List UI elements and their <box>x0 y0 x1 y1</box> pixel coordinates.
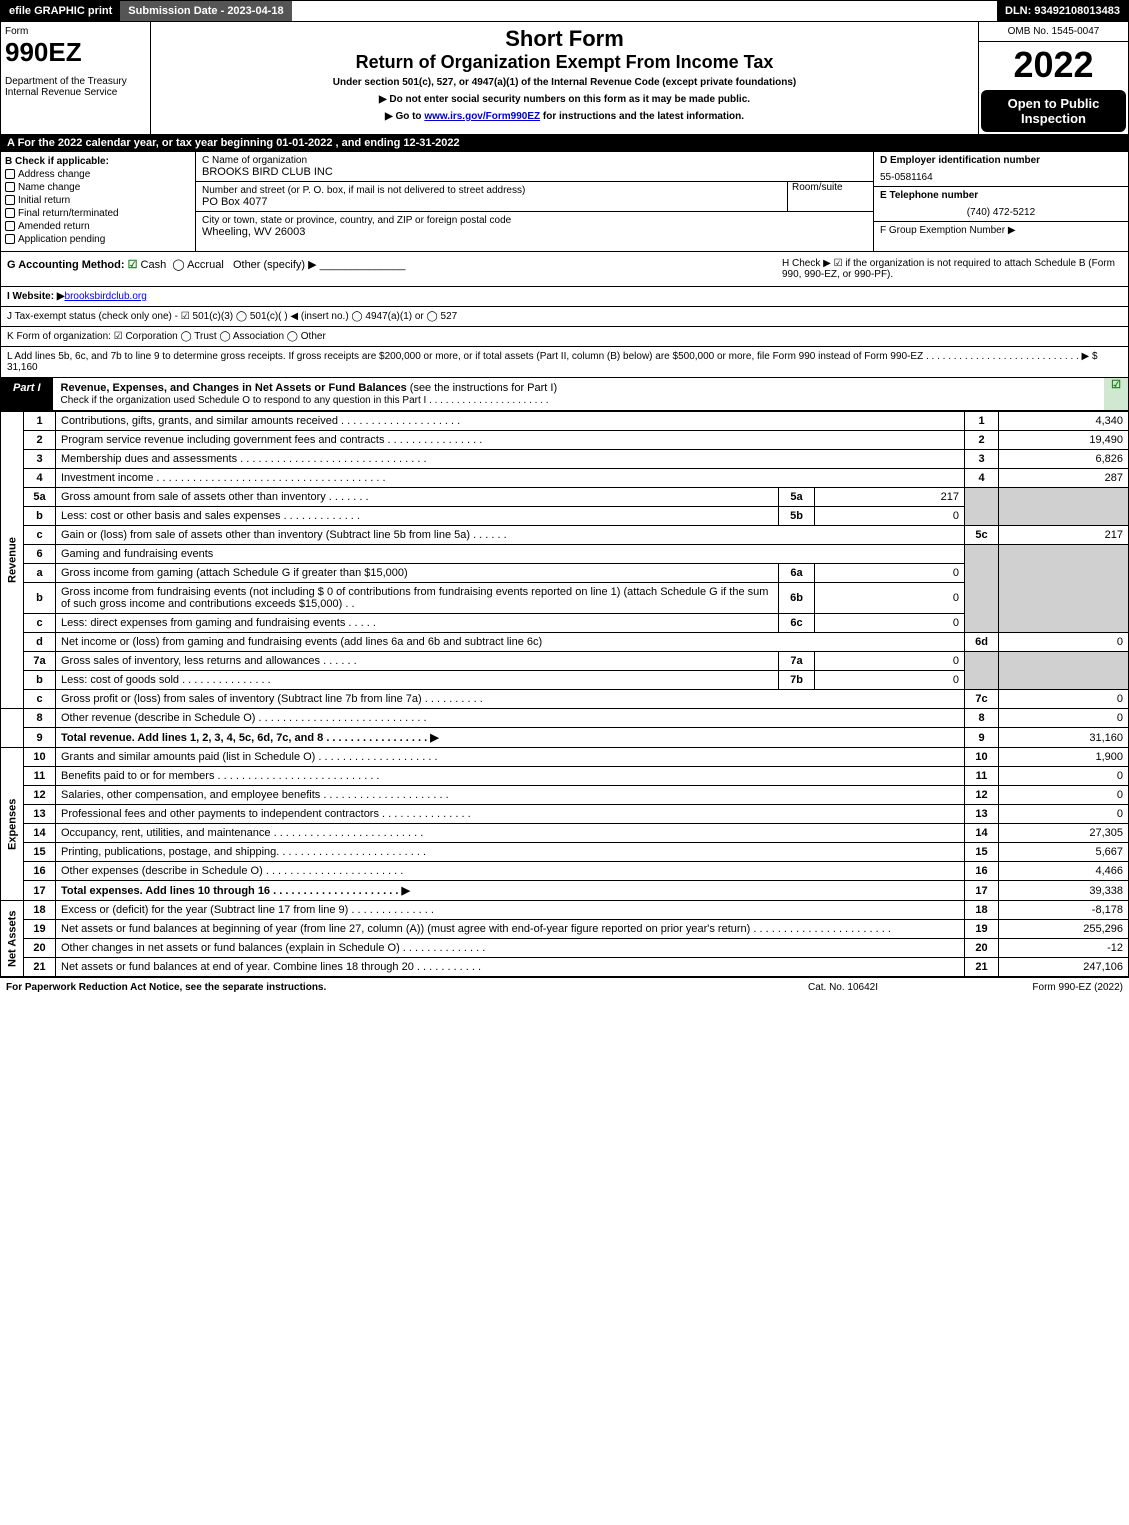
line-19-value: 255,296 <box>999 920 1129 939</box>
line-3-value: 6,826 <box>999 450 1129 469</box>
chk-application-pending[interactable]: Application pending <box>5 234 191 245</box>
cell-city: City or town, state or province, country… <box>196 212 873 241</box>
top-bar: efile GRAPHIC print Submission Date - 20… <box>0 0 1129 22</box>
department-label: Department of the Treasury Internal Reve… <box>5 76 146 98</box>
line-17-value: 39,338 <box>999 881 1129 901</box>
page-footer: For Paperwork Reduction Act Notice, see … <box>0 977 1129 997</box>
check-icon: ☑ <box>128 259 138 271</box>
header-right: OMB No. 1545-0047 2022 Open to Public In… <box>978 22 1128 134</box>
irs-link[interactable]: www.irs.gov/Form990EZ <box>424 111 540 122</box>
website-link[interactable]: brooksbirdclub.org <box>65 291 147 302</box>
column-c-org-info: C Name of organization BROOKS BIRD CLUB … <box>196 152 873 251</box>
city-label: City or town, state or province, country… <box>202 215 867 226</box>
phone-value: (740) 472-5212 <box>874 204 1128 222</box>
chk-name-change[interactable]: Name change <box>5 182 191 193</box>
row-k-org-form: K Form of organization: ☑ Corporation ◯ … <box>0 327 1129 347</box>
line-10-value: 1,900 <box>999 748 1129 767</box>
line-5a-value: 217 <box>815 488 965 507</box>
cell-org-name: C Name of organization BROOKS BIRD CLUB … <box>196 152 873 182</box>
inst-post: for instructions and the latest informat… <box>540 111 744 122</box>
city-value: Wheeling, WV 26003 <box>202 226 867 238</box>
part-1-schedule-o-check[interactable]: ☑ <box>1104 378 1128 410</box>
category-revenue: Revenue <box>1 412 24 709</box>
part-1-header: Part I Revenue, Expenses, and Changes in… <box>0 378 1129 411</box>
part-1-tag: Part I <box>1 378 53 410</box>
line-7b-value: 0 <box>815 671 965 690</box>
line-14-value: 27,305 <box>999 824 1129 843</box>
instruction-link: ▶ Go to www.irs.gov/Form990EZ for instru… <box>155 111 974 122</box>
line-6b-value: 0 <box>815 583 965 614</box>
line-16-value: 4,466 <box>999 862 1129 881</box>
line-4-value: 287 <box>999 469 1129 488</box>
line-1-value: 4,340 <box>999 412 1129 431</box>
gross-receipts-amount: 31,160 <box>7 362 38 373</box>
header-left: Form 990EZ Department of the Treasury In… <box>1 22 151 134</box>
title-return: Return of Organization Exempt From Incom… <box>155 52 974 73</box>
street-label: Number and street (or P. O. box, if mail… <box>202 185 787 196</box>
subtitle: Under section 501(c), 527, or 4947(a)(1)… <box>155 77 974 88</box>
line-5b-value: 0 <box>815 507 965 526</box>
line-5c-value: 217 <box>999 526 1129 545</box>
footer-left: For Paperwork Reduction Act Notice, see … <box>6 982 743 993</box>
org-name-label: C Name of organization <box>202 155 867 166</box>
section-b-through-f: B Check if applicable: Address change Na… <box>0 152 1129 252</box>
footer-cat-no: Cat. No. 10642I <box>743 982 943 993</box>
line-2-value: 19,490 <box>999 431 1129 450</box>
part-1-table: Revenue 1 Contributions, gifts, grants, … <box>0 411 1129 977</box>
chk-final-return[interactable]: Final return/terminated <box>5 208 191 219</box>
org-name-value: BROOKS BIRD CLUB INC <box>202 166 867 178</box>
form-number: 990EZ <box>5 37 146 68</box>
group-exemption-label: F Group Exemption Number ▶ <box>874 222 1128 239</box>
dln-label: DLN: 93492108013483 <box>997 1 1128 21</box>
chk-amended-return[interactable]: Amended return <box>5 221 191 232</box>
line-7c-value: 0 <box>999 690 1129 709</box>
footer-form-ref: Form 990-EZ (2022) <box>943 982 1123 993</box>
chk-address-change[interactable]: Address change <box>5 169 191 180</box>
ein-value: 55-0581164 <box>874 169 1128 187</box>
row-i-website: I Website: ▶brooksbirdclub.org <box>0 287 1129 307</box>
row-l-gross-receipts: L Add lines 5b, 6c, and 7b to line 9 to … <box>0 347 1129 378</box>
row-a-tax-year: A For the 2022 calendar year, or tax yea… <box>0 135 1129 152</box>
line-18-value: -8,178 <box>999 901 1129 920</box>
room-label: Room/suite <box>792 182 867 193</box>
column-d-e-f: D Employer identification number 55-0581… <box>873 152 1128 251</box>
phone-label: E Telephone number <box>874 187 1128 204</box>
omb-number: OMB No. 1545-0047 <box>979 22 1128 42</box>
line-20-value: -12 <box>999 939 1129 958</box>
cell-street: Number and street (or P. O. box, if mail… <box>196 182 873 212</box>
line-6a-value: 0 <box>815 564 965 583</box>
submission-date: Submission Date - 2023-04-18 <box>120 1 291 21</box>
inst-pre: ▶ Go to <box>385 111 424 122</box>
header-middle: Short Form Return of Organization Exempt… <box>151 22 978 134</box>
efile-label[interactable]: efile GRAPHIC print <box>1 1 120 21</box>
accounting-method: G Accounting Method: ☑ Cash ◯ Accrual Ot… <box>7 258 782 280</box>
row-j-tax-exempt: J Tax-exempt status (check only one) - ☑… <box>0 307 1129 327</box>
column-b-checkboxes: B Check if applicable: Address change Na… <box>1 152 196 251</box>
line-8-value: 0 <box>999 709 1129 728</box>
line-12-value: 0 <box>999 786 1129 805</box>
col-b-label: B Check if applicable: <box>5 156 191 167</box>
part-1-title: Revenue, Expenses, and Changes in Net As… <box>53 378 1104 410</box>
category-net-assets: Net Assets <box>1 901 24 977</box>
line-21-value: 247,106 <box>999 958 1129 977</box>
chk-initial-return[interactable]: Initial return <box>5 195 191 206</box>
instruction-ssn: ▶ Do not enter social security numbers o… <box>155 94 974 105</box>
form-header: Form 990EZ Department of the Treasury In… <box>0 22 1129 135</box>
line-13-value: 0 <box>999 805 1129 824</box>
form-word: Form <box>5 26 146 37</box>
tax-year: 2022 <box>979 42 1128 88</box>
line-7a-value: 0 <box>815 652 965 671</box>
title-short-form: Short Form <box>155 26 974 52</box>
category-expenses: Expenses <box>1 748 24 901</box>
schedule-b-check: H Check ▶ ☑ if the organization is not r… <box>782 258 1122 280</box>
ein-label: D Employer identification number <box>874 152 1128 169</box>
row-g-h: G Accounting Method: ☑ Cash ◯ Accrual Ot… <box>0 252 1129 287</box>
street-value: PO Box 4077 <box>202 196 787 208</box>
line-6d-value: 0 <box>999 633 1129 652</box>
line-9-value: 31,160 <box>999 728 1129 748</box>
line-11-value: 0 <box>999 767 1129 786</box>
open-public-badge: Open to Public Inspection <box>981 90 1126 132</box>
line-6c-value: 0 <box>815 614 965 633</box>
line-15-value: 5,667 <box>999 843 1129 862</box>
